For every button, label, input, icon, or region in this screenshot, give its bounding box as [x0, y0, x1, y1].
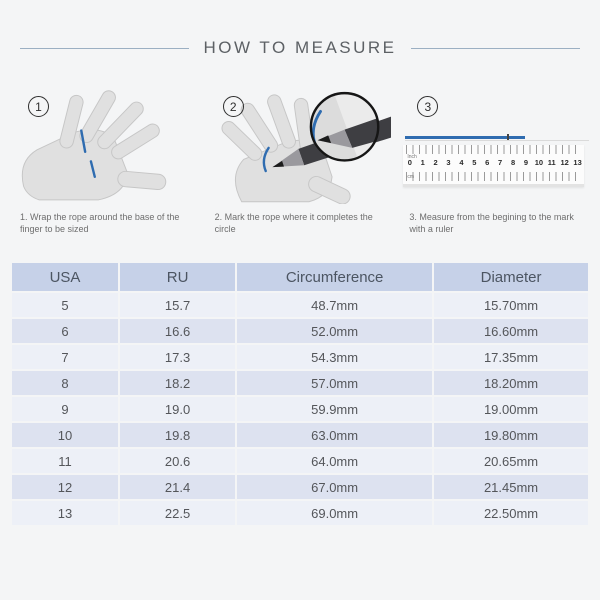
step-3-caption: 3. Measure from the begining to the mark…: [409, 212, 574, 234]
step-2-caption: 2. Mark the rope where it completes the …: [214, 212, 373, 234]
ring-size-table: USA RU Circumference Diameter 5 15.7 48.7mm 15…: [10, 261, 590, 527]
table-cell: 8: [12, 371, 119, 396]
table-cell: 69.0mm: [237, 501, 433, 526]
table-cell: 67.0mm: [237, 475, 433, 500]
rope-shadow: [405, 140, 590, 141]
step-3-number-badge: 3: [417, 96, 439, 117]
table-cell: 48.7mm: [237, 293, 433, 318]
size-table-header: USA RU Circumference Diameter: [12, 263, 588, 292]
table-cell: 19.8: [120, 423, 236, 448]
table-row: 7 17.3 54.3mm 17.35mm: [12, 345, 588, 370]
size-table-body: 5 15.7 48.7mm 15.70mm 6 16.6 52.0mm 16.60mm 7 17.…: [12, 293, 588, 526]
table-cell: 57.0mm: [237, 371, 433, 396]
table-cell: 10: [12, 423, 119, 448]
table-cell: 64.0mm: [237, 449, 433, 474]
ruler-number: 12: [560, 158, 569, 167]
ruler-number: 5: [472, 158, 477, 167]
table-cell: 19.0: [120, 397, 236, 422]
table-cell: 20.6: [120, 449, 236, 474]
table-cell: 59.9mm: [237, 397, 433, 422]
table-cell: 15.70mm: [434, 293, 588, 318]
table-cell: 16.6: [120, 319, 236, 344]
ruler-number: 10: [534, 158, 544, 167]
ruler-number: 6: [485, 158, 490, 167]
table-cell: 22.5: [120, 501, 236, 526]
table-header-cell: RU: [120, 263, 236, 292]
hand-with-pen-icon: [221, 91, 392, 204]
step-1-caption: 1. Wrap the rope around the base of the …: [20, 212, 180, 234]
hand-with-pen-illustration: [209, 88, 392, 204]
table-cell: 17.35mm: [434, 345, 588, 370]
table-cell: 18.20mm: [434, 371, 588, 396]
ruler-number: 2: [433, 158, 438, 167]
ruler-number: 1: [420, 158, 425, 167]
title-divider-left: [20, 47, 190, 49]
table-cell: 17.3: [120, 345, 236, 370]
rope-line: [405, 136, 526, 139]
table-cell: 63.0mm: [237, 423, 433, 448]
ruler-number: 11: [547, 158, 556, 167]
page-title: HOW TO MEASURE: [203, 38, 397, 57]
table-row: 9 19.0 59.9mm 19.00mm: [12, 397, 588, 422]
table-cell: 54.3mm: [237, 345, 433, 370]
table-header-row: USA RU Circumference Diameter: [12, 263, 588, 292]
step-2-number-badge: 2: [222, 96, 244, 117]
ruler-number: 0: [407, 158, 412, 167]
table-header-cell: Diameter: [434, 263, 588, 292]
table-cell: 21.4: [120, 475, 236, 500]
ruler-ticks-bottom: [406, 172, 582, 181]
table-cell: 7: [12, 345, 119, 370]
table-cell: 6: [12, 319, 119, 344]
ruler-number: 7: [498, 158, 503, 167]
ruler-ticks-top: [406, 145, 582, 154]
table-cell: 13: [12, 501, 119, 526]
table-row: 10 19.8 63.0mm 19.80mm: [12, 423, 588, 448]
table-cell: 21.45mm: [434, 475, 588, 500]
table-cell: 22.50mm: [434, 501, 588, 526]
ruler-unit-cm: cm: [407, 174, 415, 180]
table-cell: 15.7: [120, 293, 236, 318]
table-cell: 11: [12, 449, 119, 474]
table-row: 6 16.6 52.0mm 16.60mm: [12, 319, 588, 344]
ruler-number: 13: [573, 158, 582, 167]
table-row: 8 18.2 57.0mm 18.20mm: [12, 371, 588, 396]
ruler-illustration: Inch 0 1 2 3 4 5 6 7 8 9 10 11 12 13 cm: [403, 88, 590, 204]
table-cell: 20.65mm: [434, 449, 588, 474]
table-row: 12 21.4 67.0mm 21.45mm: [12, 475, 588, 500]
table-cell: 5: [12, 293, 119, 318]
hand-with-rope-icon: [21, 90, 167, 201]
table-cell: 19.00mm: [434, 397, 588, 422]
table-header-cell: Circumference: [237, 263, 433, 292]
table-cell: 19.80mm: [434, 423, 588, 448]
ruler-number: 4: [459, 158, 464, 167]
header: HOW TO MEASURE: [0, 0, 600, 58]
ruler-icon: Inch 0 1 2 3 4 5 6 7 8 9 10 11 12 13 cm: [403, 145, 585, 187]
table-row: 11 20.6 64.0mm 20.65mm: [12, 449, 588, 474]
table-row: 5 15.7 48.7mm 15.70mm: [12, 293, 588, 318]
table-header-cell: USA: [12, 263, 119, 292]
step-1: 1 1. Wrap the rope around the base of th: [8, 88, 203, 235]
magnifier-circle-icon: [309, 91, 380, 162]
ruler-number: 8: [510, 158, 516, 167]
table-row: 13 22.5 69.0mm 22.50mm: [12, 501, 588, 526]
table-cell: 52.0mm: [237, 319, 433, 344]
table-cell: 18.2: [120, 371, 236, 396]
ruler-numbers: 0 1 2 3 4 5 6 7 8 9 10 11 12 13: [403, 158, 584, 167]
ruler-unit-inch: Inch: [407, 154, 417, 160]
step-2: 2: [203, 88, 398, 235]
rope-mark: [507, 134, 510, 141]
ruler-number: 9: [523, 158, 529, 167]
measure-steps: 1 1. Wrap the rope around the base of th: [0, 88, 600, 235]
table-cell: 12: [12, 475, 119, 500]
step-3: 3 Inch 0 1 2 3 4 5 6 7 8 9 10 11 12 13 cm 3. Measure …: [397, 88, 592, 235]
hand-with-rope-illustration: [14, 88, 197, 204]
ruler-number: 3: [446, 158, 451, 167]
table-cell: 9: [12, 397, 119, 422]
title-divider-right: [410, 47, 580, 49]
step-1-number-badge: 1: [28, 96, 49, 117]
table-cell: 16.60mm: [434, 319, 588, 344]
